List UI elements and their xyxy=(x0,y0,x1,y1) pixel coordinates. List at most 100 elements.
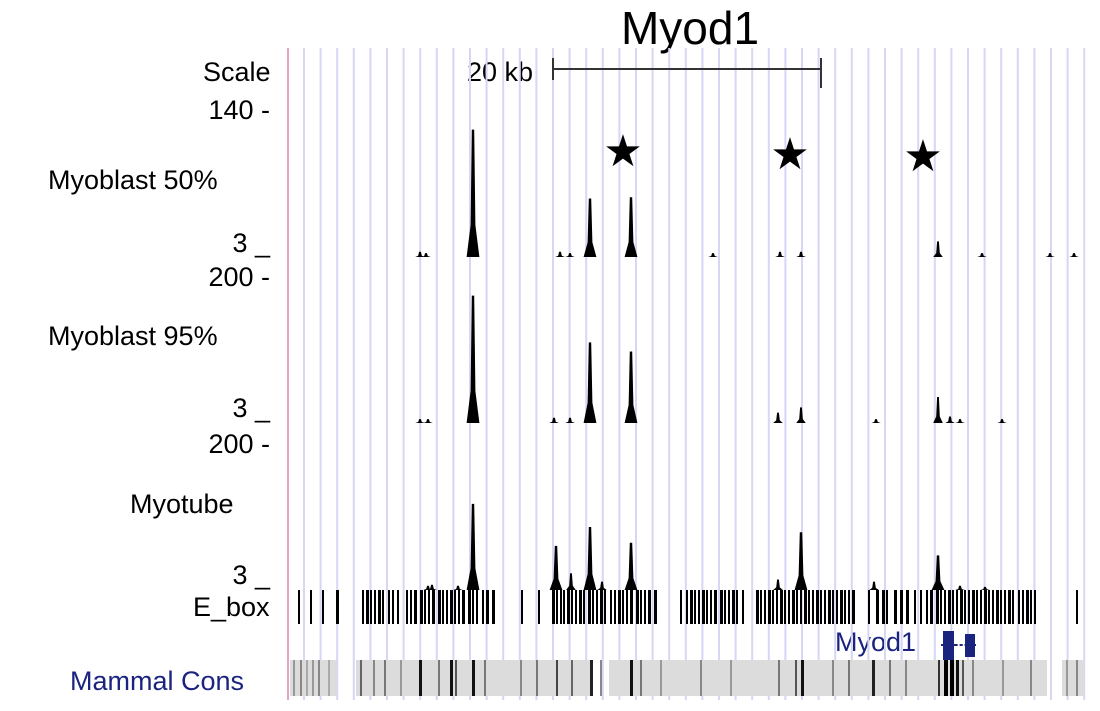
peak xyxy=(773,412,783,423)
ebox-tick xyxy=(388,590,390,624)
star-marker-3: ★ xyxy=(903,131,942,182)
cons-mark xyxy=(832,660,834,696)
ebox-tick xyxy=(626,590,628,624)
ebox-tick xyxy=(960,590,963,624)
cons-mark xyxy=(944,660,948,696)
peak xyxy=(453,585,463,590)
cons-mark xyxy=(438,660,440,696)
cons-mark xyxy=(640,660,642,696)
cons-mark xyxy=(536,660,538,696)
ebox-tick xyxy=(366,590,369,624)
peak xyxy=(466,129,480,257)
ebox-tick xyxy=(914,590,916,624)
peak xyxy=(421,253,431,257)
peak xyxy=(565,253,575,257)
ebox-tick xyxy=(322,590,324,624)
peak xyxy=(1045,253,1055,257)
ebox-tick xyxy=(1000,590,1002,624)
ebox-tick xyxy=(760,590,762,624)
ebox-tick xyxy=(392,590,394,624)
ebox-tick xyxy=(1008,590,1011,624)
ebox-tick xyxy=(980,590,982,624)
ebox-tick xyxy=(926,590,928,624)
ebox-tick xyxy=(468,590,471,624)
cons-mark xyxy=(848,660,850,696)
cons-mark xyxy=(419,660,422,696)
peak xyxy=(933,241,943,257)
peak xyxy=(566,573,576,590)
ebox-tick xyxy=(382,590,384,624)
ebox-tick xyxy=(772,590,774,624)
ebox-tick xyxy=(420,590,423,624)
ebox-tick xyxy=(614,590,616,624)
ebox-tick xyxy=(428,590,430,624)
cons-mark xyxy=(455,660,457,696)
ebox-tick xyxy=(788,590,790,624)
ebox-tick xyxy=(442,590,444,624)
peak xyxy=(597,581,607,590)
ebox-tick xyxy=(622,590,624,624)
ebox-tick xyxy=(720,590,723,624)
ebox-tick xyxy=(424,590,426,624)
peak xyxy=(997,419,1007,423)
peak xyxy=(955,419,965,423)
ebox-tick xyxy=(706,590,708,624)
peak xyxy=(624,542,638,590)
cons-mark xyxy=(660,660,662,696)
ebox-tick xyxy=(563,590,565,624)
ebox-tick xyxy=(808,590,810,624)
ebox-tick xyxy=(630,590,633,624)
ebox-tick xyxy=(370,590,372,624)
ebox-tick xyxy=(852,590,855,624)
cons-mark xyxy=(373,660,375,696)
peak xyxy=(583,342,597,423)
ebox-tick xyxy=(374,590,376,624)
ebox-tick xyxy=(694,590,696,624)
cons-mark xyxy=(472,660,475,696)
ebox-tick xyxy=(521,590,523,624)
ebox-tick xyxy=(876,590,879,624)
ebox-track xyxy=(298,590,1078,624)
peak xyxy=(871,419,881,423)
ebox-tick xyxy=(800,590,802,624)
ebox-tick xyxy=(575,590,577,624)
ebox-tick xyxy=(868,590,870,624)
cons-mark xyxy=(962,660,964,696)
cons-mark xyxy=(972,660,974,696)
signal-track-1 xyxy=(415,129,1079,257)
cons-mark xyxy=(950,660,954,696)
cons-mark xyxy=(1066,660,1068,696)
ebox-tick xyxy=(432,590,435,624)
cons-mark xyxy=(872,660,875,696)
cons-mark xyxy=(571,660,573,696)
ebox-tick xyxy=(472,590,474,624)
scale-bar-label: 20 kb xyxy=(467,57,534,87)
cons-mark xyxy=(700,660,702,696)
ebox-tick xyxy=(948,590,951,624)
cons-mark xyxy=(889,660,891,696)
cons-mark xyxy=(1076,660,1078,696)
peak xyxy=(945,416,955,423)
ebox-tick xyxy=(414,590,417,624)
cons-mark xyxy=(400,660,402,696)
ebox-tick xyxy=(742,590,744,624)
cons-mark xyxy=(484,660,486,696)
ebox-tick xyxy=(462,590,465,624)
gene-title: Myod1 xyxy=(620,2,760,54)
peak xyxy=(980,586,990,590)
ebox-tick xyxy=(552,590,555,624)
ebox-tick xyxy=(310,590,312,624)
cons-mark xyxy=(312,660,314,696)
ebox-tick xyxy=(812,590,814,624)
ebox-tick xyxy=(920,590,922,624)
peak xyxy=(624,197,638,257)
ebox-tick xyxy=(836,590,838,624)
ebox-tick xyxy=(968,590,970,624)
ebox-tick xyxy=(698,590,700,624)
peak xyxy=(415,251,425,257)
ebox-tick xyxy=(567,590,570,624)
peak xyxy=(933,397,943,423)
peak xyxy=(583,198,597,257)
ebox-tick xyxy=(944,590,946,624)
